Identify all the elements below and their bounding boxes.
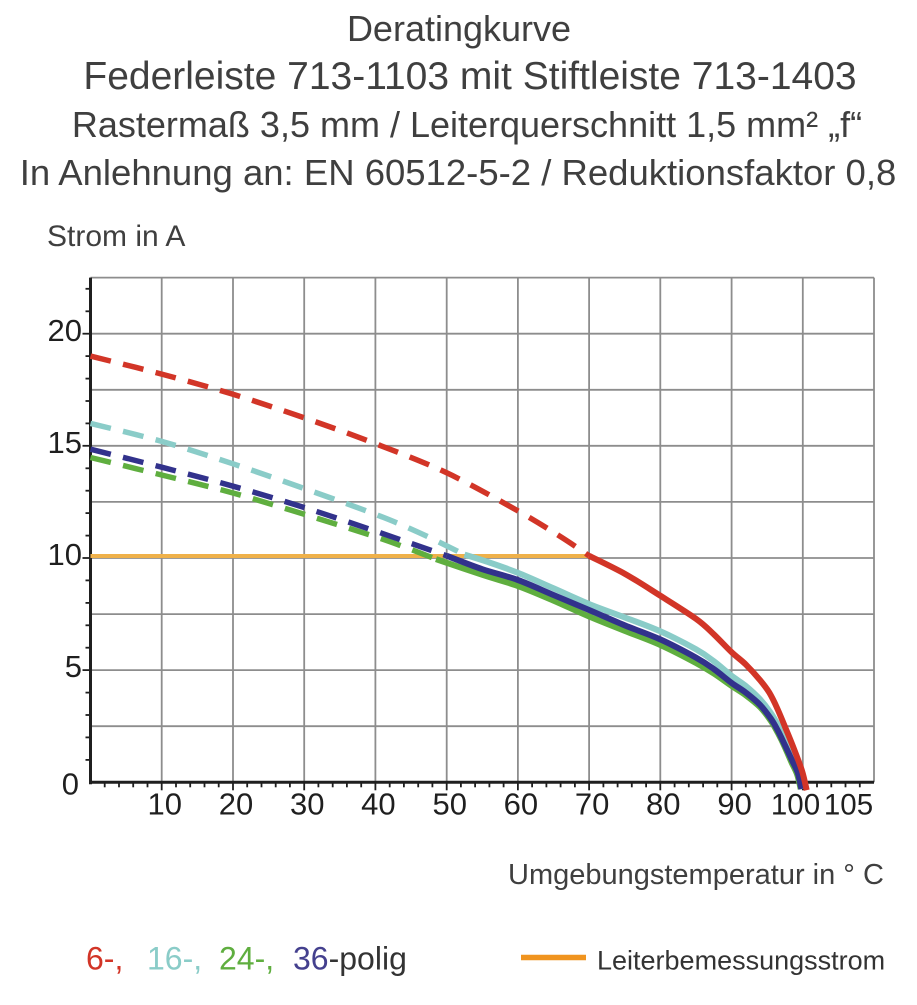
svg-text:40: 40 xyxy=(361,787,395,822)
svg-text:100: 100 xyxy=(771,789,820,822)
svg-text:70: 70 xyxy=(575,787,609,822)
svg-text:20: 20 xyxy=(219,787,253,822)
svg-text:In Anlehnung an: EN 60512-5-2: In Anlehnung an: EN 60512-5-2 / Reduktio… xyxy=(20,152,897,193)
svg-text:36-polig: 36-polig xyxy=(293,941,407,977)
svg-text:105: 105 xyxy=(824,789,873,822)
svg-text:5: 5 xyxy=(65,649,82,684)
svg-text:Federleiste 713-1103 mit Stift: Federleiste 713-1103 mit Stiftleiste 713… xyxy=(83,55,856,98)
svg-text:Umgebungstemperatur in ° C: Umgebungstemperatur in ° C xyxy=(508,859,884,891)
svg-text:60: 60 xyxy=(504,787,538,822)
svg-text:Leiterbemessungsstrom: Leiterbemessungsstrom xyxy=(597,946,885,976)
svg-text:16-,: 16-, xyxy=(147,941,202,977)
svg-text:Rastermaß 3,5 mm / Leiterquers: Rastermaß 3,5 mm / Leiterquerschnitt 1,5… xyxy=(72,104,862,145)
svg-text:Deratingkurve: Deratingkurve xyxy=(347,8,571,49)
svg-text:80: 80 xyxy=(646,787,680,822)
svg-text:6-,: 6-, xyxy=(86,941,123,977)
svg-text:Strom in A: Strom in A xyxy=(47,220,185,253)
svg-text:15: 15 xyxy=(48,425,82,460)
svg-text:90: 90 xyxy=(717,787,751,822)
svg-text:24-,: 24-, xyxy=(219,941,274,977)
svg-text:50: 50 xyxy=(432,787,466,822)
svg-text:10: 10 xyxy=(48,537,82,572)
svg-text:0: 0 xyxy=(62,766,79,801)
svg-text:10: 10 xyxy=(147,787,181,822)
svg-text:30: 30 xyxy=(290,787,324,822)
svg-text:20: 20 xyxy=(48,313,82,348)
